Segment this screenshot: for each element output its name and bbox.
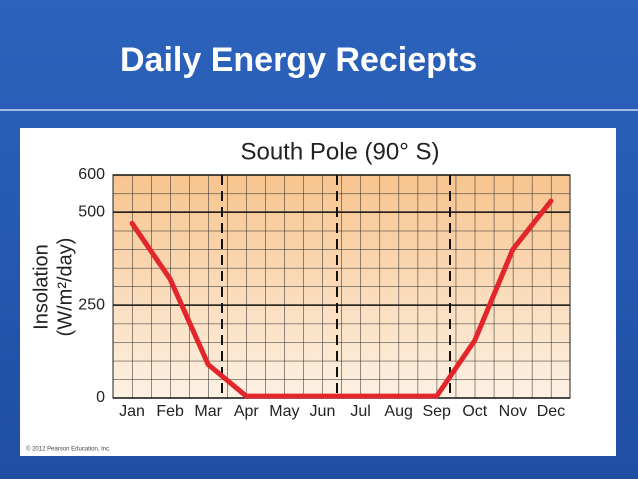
x-tick-label: Mar xyxy=(194,403,222,420)
chart-title: South Pole (90° S) xyxy=(240,138,439,165)
y-tick-label: 600 xyxy=(78,166,105,183)
x-tick-label: Aug xyxy=(384,403,412,420)
data-line xyxy=(129,198,554,399)
y-axis-label: (W/m²/day) xyxy=(54,238,76,337)
minor-grid xyxy=(112,174,571,399)
y-tick-label: 250 xyxy=(78,296,105,313)
x-tick-label: Dec xyxy=(537,403,565,420)
y-tick-label: 0 xyxy=(96,389,105,406)
x-tick-label: Jul xyxy=(350,403,370,420)
x-tick-label: Apr xyxy=(234,403,260,420)
credit: © 2012 Pearson Education, Inc. xyxy=(26,446,111,453)
x-tick-label: Nov xyxy=(499,403,527,420)
x-tick-label: Sep xyxy=(422,403,451,420)
x-tick-label: Jan xyxy=(119,403,145,420)
x-tick-label: May xyxy=(269,403,299,420)
x-tick-label: Feb xyxy=(156,403,184,420)
y-axis-label: Insolation xyxy=(30,244,52,330)
x-tick-label: Oct xyxy=(462,403,487,420)
y-tick-label: 500 xyxy=(78,203,105,220)
slide-title: Daily Energy Reciepts xyxy=(120,41,477,79)
x-tick-label: Jun xyxy=(310,403,336,420)
